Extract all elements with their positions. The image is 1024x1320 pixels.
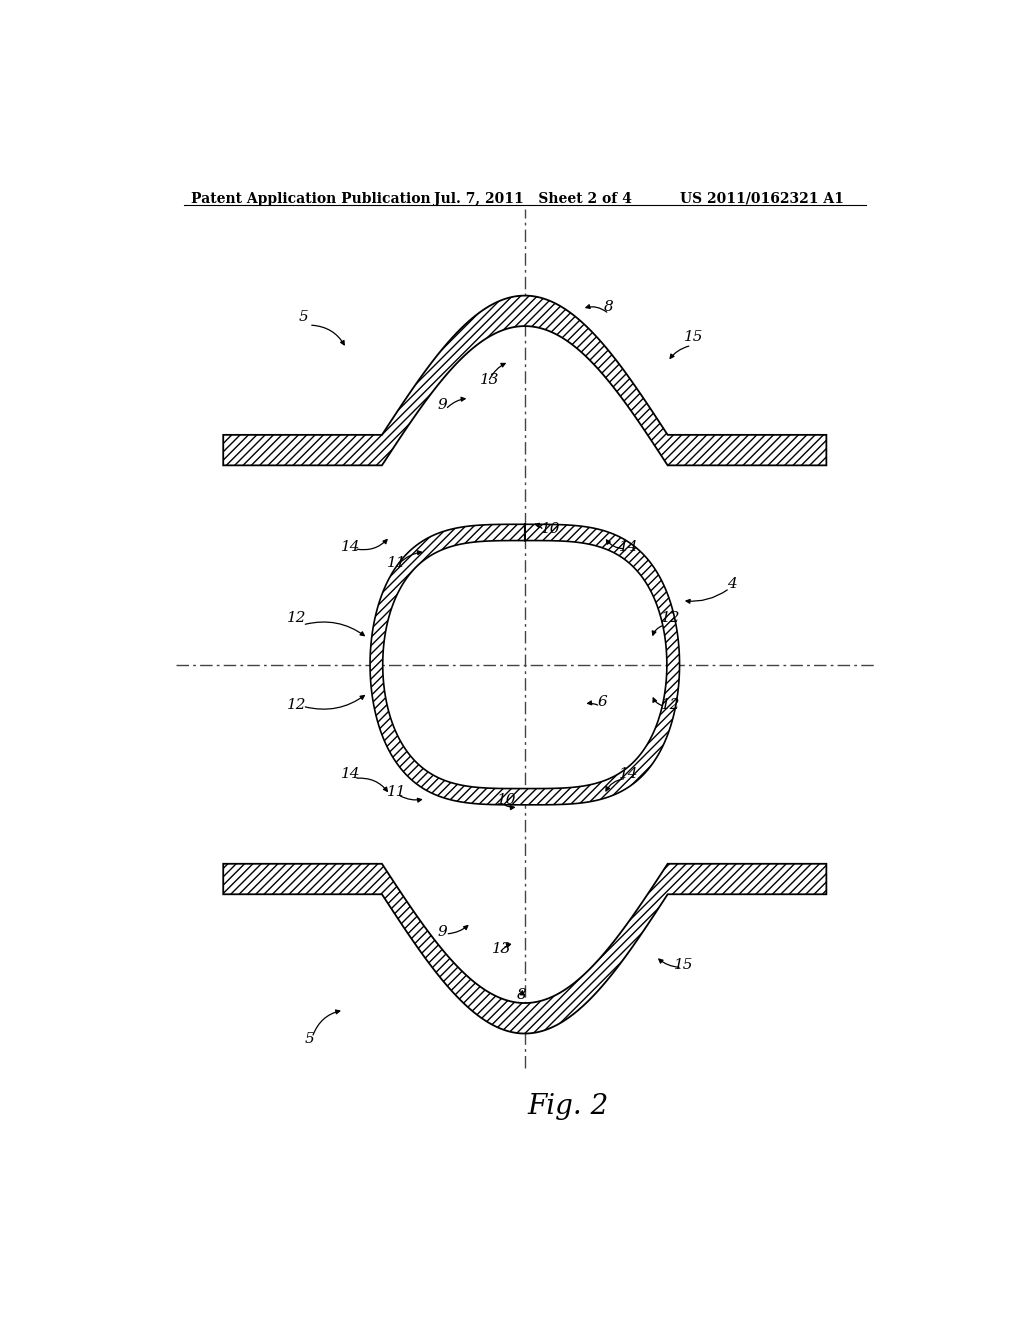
- Text: 15: 15: [684, 330, 703, 345]
- Polygon shape: [370, 524, 680, 805]
- Text: 12: 12: [662, 698, 681, 713]
- Text: 8: 8: [604, 300, 614, 314]
- Text: 13: 13: [492, 942, 511, 956]
- Text: 12: 12: [287, 611, 306, 624]
- Text: 5: 5: [299, 310, 308, 323]
- Text: Jul. 7, 2011   Sheet 2 of 4: Jul. 7, 2011 Sheet 2 of 4: [433, 191, 632, 206]
- Text: 8: 8: [517, 987, 526, 1002]
- Text: 11: 11: [387, 556, 407, 570]
- Text: 14: 14: [341, 767, 360, 781]
- Text: US 2011/0162321 A1: US 2011/0162321 A1: [680, 191, 844, 206]
- Text: 6: 6: [598, 696, 607, 709]
- Text: 14: 14: [618, 540, 638, 553]
- Polygon shape: [223, 863, 826, 1034]
- Text: Patent Application Publication: Patent Application Publication: [191, 191, 431, 206]
- Text: 9: 9: [437, 925, 447, 939]
- Text: 14: 14: [618, 767, 638, 781]
- Text: 15: 15: [674, 958, 693, 973]
- Text: 4: 4: [727, 577, 737, 591]
- Text: Fig. 2: Fig. 2: [527, 1093, 609, 1121]
- Text: 12: 12: [662, 611, 681, 624]
- Text: 14: 14: [341, 540, 360, 553]
- Text: 10: 10: [497, 793, 516, 807]
- Text: 9: 9: [437, 399, 447, 412]
- Text: 11: 11: [387, 784, 407, 799]
- Text: 5: 5: [304, 1032, 314, 1045]
- Text: 13: 13: [480, 374, 500, 387]
- Text: 10: 10: [541, 523, 560, 536]
- Text: 12: 12: [287, 698, 306, 713]
- Polygon shape: [223, 296, 826, 466]
